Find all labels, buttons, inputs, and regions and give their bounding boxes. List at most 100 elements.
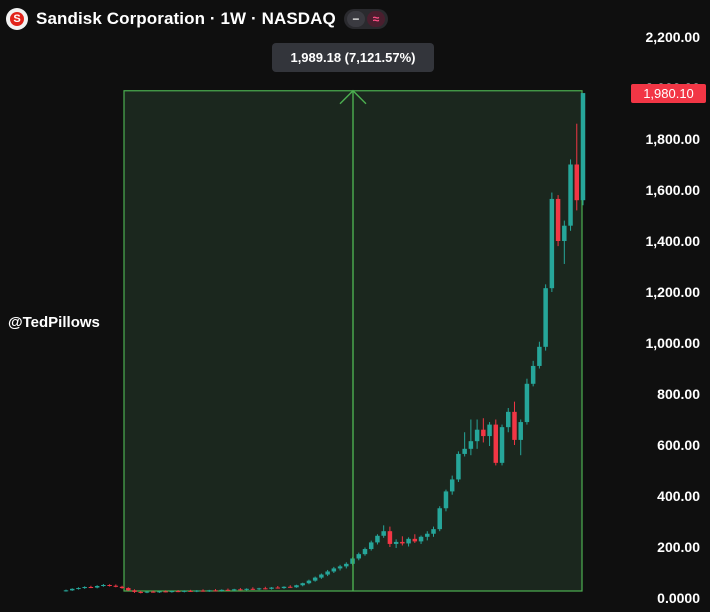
- candle-body: [425, 533, 430, 537]
- measure-tooltip: 1,989.18 (7,121.57%): [272, 43, 434, 72]
- candle-body: [393, 541, 399, 544]
- candle-body: [150, 591, 156, 593]
- candle-body: [113, 585, 119, 587]
- candle-body: [63, 590, 69, 592]
- price-axis-label: 1,400.00: [645, 233, 701, 249]
- candle-body: [555, 198, 561, 241]
- candle-body: [188, 590, 193, 592]
- logo-letter: S: [10, 12, 24, 26]
- candle-body: [219, 589, 224, 591]
- candle-body: [543, 288, 548, 347]
- candle-body: [194, 590, 200, 592]
- candle-body: [231, 589, 237, 591]
- price-axis-label: 1,800.00: [645, 131, 701, 147]
- candle-body: [574, 164, 580, 201]
- candle-body: [225, 589, 231, 591]
- candle-body: [207, 590, 212, 592]
- candle-body: [325, 571, 330, 575]
- watermark: @TedPillows: [8, 314, 100, 331]
- price-axis-label: 0.0000: [657, 590, 700, 606]
- price-axis-label: 2,200.00: [645, 29, 701, 45]
- candle-body: [175, 591, 181, 593]
- candle-body: [76, 588, 81, 590]
- candle-body: [69, 588, 75, 591]
- candle-body: [443, 491, 449, 509]
- candle-body: [506, 411, 511, 428]
- candle-body: [537, 346, 542, 366]
- candle-body: [562, 225, 567, 241]
- price-axis-label: 400.00: [657, 488, 700, 504]
- candle-body: [499, 427, 505, 463]
- candle-body: [518, 422, 523, 440]
- minus-icon[interactable]: −: [346, 11, 365, 27]
- candle-body: [580, 93, 586, 201]
- candle-body: [94, 586, 100, 588]
- candle-body: [375, 535, 380, 543]
- price-axis-label: 600.00: [657, 437, 700, 453]
- indicator-toggle-group: − ≈: [343, 9, 388, 29]
- candle-body: [169, 591, 175, 593]
- candle-body: [238, 589, 243, 591]
- candle-body: [144, 591, 150, 593]
- candle-body: [474, 429, 480, 442]
- candle-body: [449, 479, 455, 492]
- candle-body: [356, 554, 362, 559]
- candle-body: [312, 577, 318, 581]
- candle-body: [163, 591, 168, 593]
- candle-body: [126, 588, 131, 591]
- candle-body: [381, 531, 386, 536]
- candle-body: [269, 587, 274, 589]
- price-axis-label: 1,600.00: [645, 182, 701, 198]
- candle-body: [524, 383, 530, 423]
- candle-body: [88, 587, 94, 589]
- candle-body: [300, 583, 305, 586]
- candle-body: [213, 590, 218, 592]
- candle-body: [437, 508, 442, 530]
- candle-body: [568, 164, 573, 226]
- candle-body: [530, 365, 536, 384]
- candle-body: [368, 542, 374, 550]
- candle-body: [263, 588, 268, 590]
- candle-body: [400, 541, 405, 544]
- wave-icon[interactable]: ≈: [366, 11, 385, 27]
- candle-body: [182, 590, 187, 592]
- symbol-title[interactable]: Sandisk Corporation · 1W · NASDAQ: [36, 9, 336, 28]
- price-axis-label: 1,000.00: [645, 335, 701, 351]
- candle-body: [412, 538, 418, 542]
- candles-group: [63, 93, 586, 594]
- candle-body: [406, 538, 411, 544]
- candle-body: [82, 587, 87, 589]
- measure-arrow-head: [339, 89, 367, 105]
- price-axis-label: 800.00: [657, 386, 700, 402]
- candle-body: [200, 590, 206, 592]
- candle-body: [493, 424, 499, 463]
- candle-body: [157, 591, 162, 593]
- candle-body: [468, 441, 474, 449]
- candle-body: [107, 584, 112, 586]
- candle-body: [306, 580, 312, 584]
- candle-body: [138, 591, 143, 593]
- candle-body: [119, 586, 125, 589]
- candle-body: [256, 588, 262, 590]
- candle-body: [487, 424, 492, 437]
- candle-body: [275, 587, 281, 589]
- candle-body: [281, 586, 287, 589]
- candle-body: [132, 590, 137, 592]
- candle-body: [418, 536, 424, 542]
- candle-body: [549, 198, 555, 289]
- price-axis-label: 200.00: [657, 539, 700, 555]
- candle-body: [101, 584, 106, 587]
- candle-body: [331, 568, 337, 572]
- candle-body: [250, 588, 256, 590]
- candle-body: [481, 429, 486, 437]
- chart-header: S Sandisk Corporation · 1W · NASDAQ − ≈: [6, 6, 388, 32]
- candle-body: [456, 453, 461, 480]
- candle-body: [512, 411, 517, 440]
- candle-body: [294, 585, 299, 588]
- candle-body: [362, 549, 368, 555]
- candle-body: [244, 588, 249, 590]
- candle-body: [344, 563, 349, 567]
- candle-body: [431, 529, 436, 534]
